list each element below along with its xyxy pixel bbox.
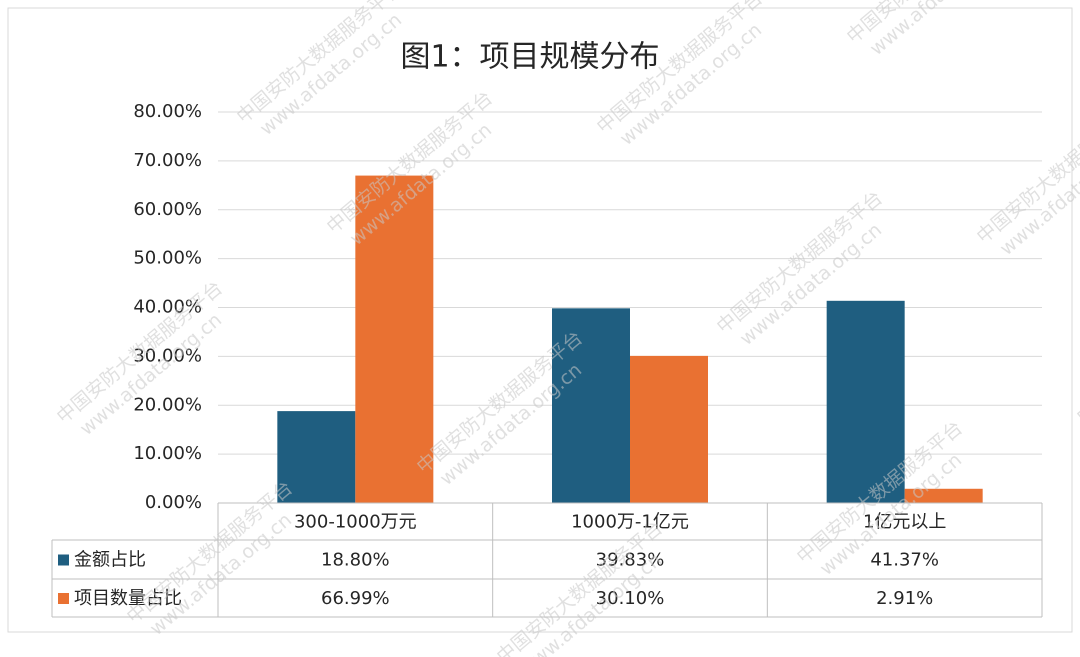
- data-label: 30.10%: [596, 588, 665, 609]
- y-tick-label: 60.00%: [133, 199, 202, 220]
- y-tick-label: 50.00%: [133, 248, 202, 269]
- data-label: 18.80%: [321, 550, 390, 571]
- bar: [904, 488, 983, 503]
- y-tick-label: 0.00%: [145, 492, 202, 513]
- y-tick-label: 20.00%: [133, 394, 202, 415]
- bar: [630, 355, 708, 503]
- x-tick-label: 300-1000万元: [294, 512, 417, 533]
- y-tick-label: 30.00%: [133, 345, 202, 366]
- legend-label: 金额占比: [74, 550, 146, 571]
- y-tick-label: 40.00%: [133, 297, 202, 318]
- bar: [277, 411, 356, 503]
- bar: [552, 308, 630, 503]
- y-tick-label: 70.00%: [133, 150, 202, 171]
- legend-label: 项目数量占比: [74, 588, 182, 609]
- bar: [355, 175, 434, 504]
- y-tick-label: 80.00%: [133, 101, 202, 122]
- bar: [826, 300, 905, 503]
- data-label: 66.99%: [321, 588, 390, 609]
- data-label: 39.83%: [596, 550, 665, 571]
- legend-swatch: [58, 554, 69, 566]
- chart-title: 图1：项目规模分布: [400, 40, 659, 75]
- x-tick-label: 1亿元以上: [863, 512, 946, 533]
- y-tick-label: 10.00%: [133, 443, 202, 464]
- data-label: 2.91%: [876, 588, 933, 609]
- x-tick-label: 1000万-1亿元: [571, 512, 689, 533]
- legend-swatch: [58, 593, 69, 604]
- watermark-text: 中国安防大数据服务平台: [1073, 277, 1080, 428]
- data-label: 41.37%: [870, 550, 939, 571]
